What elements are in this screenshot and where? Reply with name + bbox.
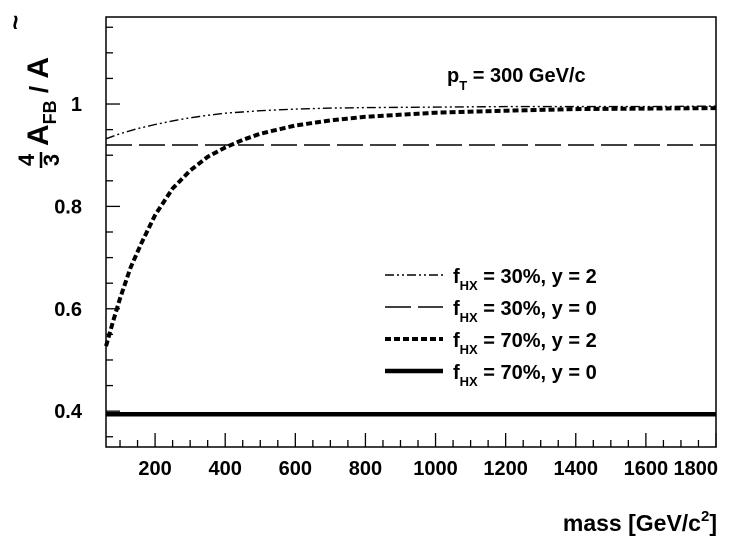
x-tick-label: 200 [138, 458, 171, 480]
legend-label-1: fHX = 30%, y = 2 [453, 266, 597, 293]
y-axis-label-tilde: ~ [0, 15, 30, 30]
y-axis-label: 4 3 AFB / A ~ [0, 15, 64, 168]
y-tick-label: 0.4 [54, 401, 83, 423]
x-axis-label: mass [GeV/c2] [563, 508, 717, 536]
annotation-pt: pT = 300 GeV/c [447, 65, 586, 93]
y-tick-label: 0.6 [54, 299, 82, 321]
x-tick-label: 1200 [483, 458, 528, 480]
series-line-1 [105, 105, 717, 140]
legend-label-4: fHX = 70%, y = 0 [453, 362, 597, 389]
annotation-sub: T [459, 78, 467, 93]
x-tick-label: 600 [279, 458, 312, 480]
y-axis-label-main: AFB / A [22, 57, 60, 146]
y-axis-frac-num: 4 [14, 153, 39, 166]
y-tick-label: 1 [71, 94, 82, 116]
annotation-tail: = 300 GeV/c [467, 65, 585, 87]
y-axis-label-sep: / [24, 79, 54, 101]
series-line-3 [104, 106, 717, 347]
x-tick-label: 1400 [554, 458, 599, 480]
x-axis-ticks: 200 400 600 800 1000 1200 1400 1600 1800 [119, 433, 719, 480]
x-tick-label: 1600 [624, 458, 669, 480]
y-tick-label: 0.8 [54, 196, 82, 218]
x-axis-label-text: mass [GeV/c [563, 510, 701, 536]
x-tick-label: 1800 [674, 458, 719, 480]
x-axis-label-tail: ] [709, 510, 717, 536]
x-tick-label: 400 [209, 458, 242, 480]
y-axis-frac-den: 3 [39, 154, 64, 166]
x-tick-label: 800 [349, 458, 382, 480]
y-axis-label-a: A [22, 124, 55, 146]
x-tick-label: 1000 [413, 458, 458, 480]
series-layer [104, 105, 717, 417]
plot-frame [105, 16, 717, 448]
legend: fHX = 30%, y = 2 fHX = 30%, y = 0 fHX = 70… [385, 266, 597, 389]
y-axis-label-sub: FB [40, 100, 60, 124]
y-axis-ticks: 0.4 0.6 0.8 1 [54, 26, 120, 438]
legend-label-3: fHX = 70%, y = 2 [453, 330, 597, 357]
y-axis-label-denom: A [22, 57, 55, 79]
x-axis-label-sup: 2 [701, 508, 709, 525]
annotation-p: p [447, 65, 459, 87]
legend-label-2: fHX = 30%, y = 0 [453, 298, 597, 325]
